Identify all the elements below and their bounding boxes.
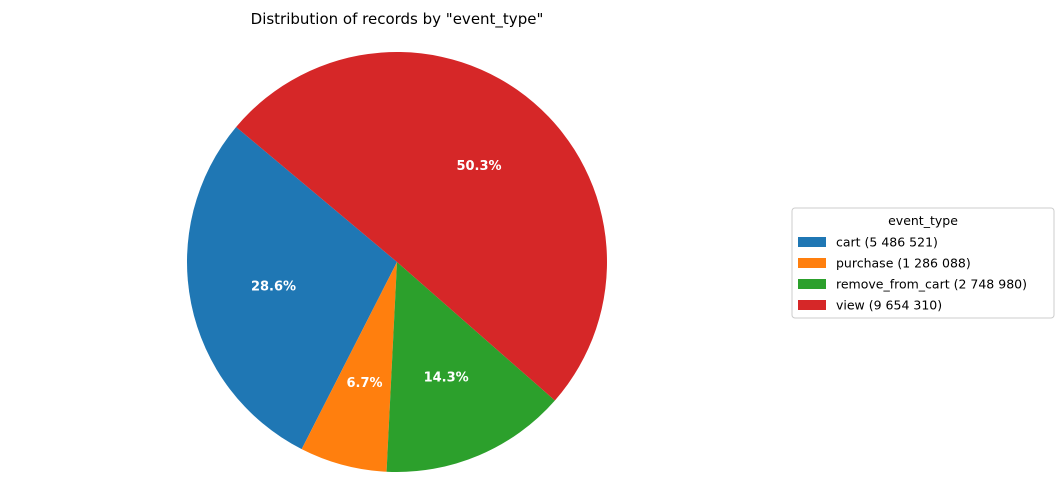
legend-label-view: view (9 654 310) (836, 298, 942, 313)
pie-slice-view (236, 52, 607, 401)
pie-slice-remove-from-cart (386, 262, 555, 473)
legend-swatch-view (798, 300, 826, 310)
legend-swatch-remove-from-cart (798, 279, 826, 289)
pie-slices (186, 52, 607, 473)
percent-label-cart: 28.6% (251, 280, 296, 295)
legend-label-cart: cart (5 486 521) (836, 235, 938, 250)
legend-label-remove-from-cart: remove_from_cart (2 748 980) (836, 277, 1027, 292)
legend-swatch-purchase (798, 258, 826, 268)
pie-percent-labels: 28.6% 6.7% 14.3% 50.3% (251, 159, 502, 391)
legend-entries: cart (5 486 521) purchase (1 286 088) remo… (798, 235, 1027, 313)
percent-label-view: 50.3% (456, 159, 501, 174)
legend-swatch-cart (798, 237, 826, 247)
legend-frame (791, 207, 1055, 319)
legend-title: event_type (888, 213, 958, 228)
pie-slice-cart (186, 127, 397, 450)
percent-label-remove-from-cart: 14.3% (424, 371, 469, 386)
legend: event_type cart (5 486 521) purchase (1 2… (791, 207, 1055, 319)
pie-slice-purchase (301, 262, 397, 472)
legend-label-purchase: purchase (1 286 088) (836, 256, 971, 271)
percent-label-purchase: 6.7% (347, 376, 383, 391)
chart-title: Distribution of records by "event_type" (251, 10, 544, 29)
